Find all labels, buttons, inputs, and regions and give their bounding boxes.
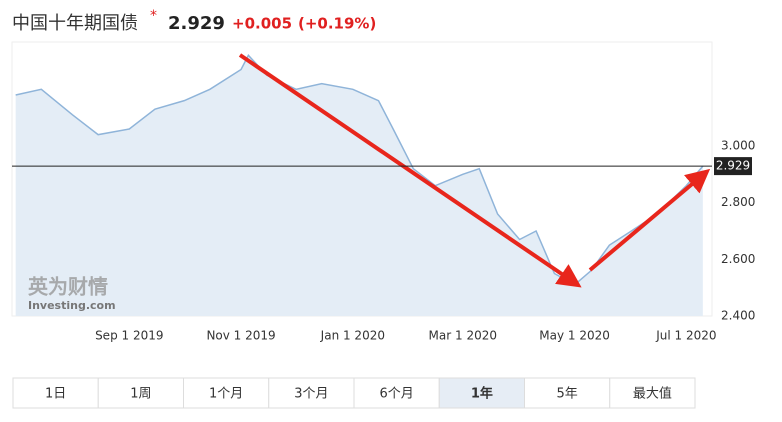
x-tick-label: Mar 1 2020: [429, 329, 497, 343]
range-button-label[interactable]: 1年: [471, 386, 493, 402]
range-button[interactable]: [438, 377, 525, 409]
live-icon: *: [150, 8, 157, 24]
title: 中国十年期国债: [12, 13, 138, 34]
y-tick-label: 2.400: [721, 309, 755, 323]
price-tag: [714, 157, 752, 176]
range-button-label[interactable]: 3个月: [294, 387, 328, 402]
x-tick-label: Jul 1 2020: [655, 329, 716, 343]
range-button[interactable]: [97, 377, 184, 409]
x-tick-label: May 1 2020: [539, 329, 610, 343]
annotation-arrow: [588, 168, 711, 272]
y-tick-label: 3.000: [721, 138, 755, 152]
range-button-label[interactable]: 1个月: [209, 387, 243, 402]
price: 2.929: [168, 13, 225, 34]
range-button[interactable]: [353, 377, 440, 409]
y-tick-label: 2.600: [721, 252, 755, 266]
annotation-arrow: [238, 53, 582, 288]
change: +0.005: [232, 15, 292, 33]
watermark-site: Investing.com: [28, 299, 116, 312]
range-button-label[interactable]: 6个月: [379, 387, 413, 402]
price-tag-label: 2.929: [716, 159, 750, 173]
area: [15, 55, 703, 317]
x-tick-label: Sep 1 2019: [95, 329, 163, 343]
range-button[interactable]: [268, 377, 355, 409]
range-button-label[interactable]: 1日: [45, 387, 66, 402]
range-button-label[interactable]: 最大值: [633, 386, 672, 402]
range-button[interactable]: [609, 377, 696, 409]
watermark-brand: 英为财情: [28, 275, 108, 299]
y-tick-label: 2.800: [721, 195, 755, 209]
x-tick-label: Nov 1 2019: [206, 329, 275, 343]
change-pct: (+0.19%): [298, 15, 376, 33]
range-button-label[interactable]: 5年: [556, 387, 577, 402]
range-button-label[interactable]: 1周: [130, 387, 151, 402]
x-tick-label: Jan 1 2020: [320, 329, 385, 343]
range-button[interactable]: [524, 377, 611, 409]
range-button[interactable]: [12, 377, 99, 409]
